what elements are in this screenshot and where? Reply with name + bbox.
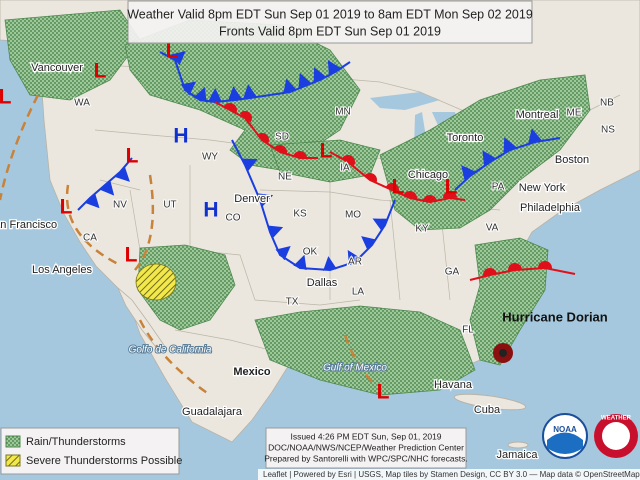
- lake: [370, 92, 440, 110]
- place-label: Los Angeles: [32, 264, 92, 276]
- baja: [117, 287, 167, 353]
- low-pressure: L: [166, 40, 179, 63]
- legend-swatch: [5, 435, 21, 448]
- place-label: Montreal: [516, 109, 559, 121]
- low-pressure: L: [126, 145, 139, 168]
- attribution-bar: [258, 469, 640, 480]
- place-label: MO: [345, 210, 361, 221]
- place-label: IA: [340, 163, 350, 174]
- warm-front: [329, 151, 466, 204]
- place-label: Mexico: [233, 366, 271, 378]
- troughs: [0, 94, 376, 397]
- place-label: Golfo de California: [129, 345, 212, 356]
- cold-front: [159, 50, 271, 104]
- nws-logo-inner: [602, 422, 630, 450]
- severe-area: [135, 263, 177, 301]
- high-pressure: H: [173, 125, 188, 148]
- noaa-logo-text: NOAA: [553, 425, 577, 434]
- hurricane-eye: [499, 349, 507, 357]
- low-pressure: L: [377, 381, 390, 404]
- issued-text: Prepared by Santorelli with WPC/SPC/NHC …: [264, 453, 468, 463]
- place-label: LA: [352, 287, 365, 298]
- place-label: Vancouver: [31, 62, 83, 74]
- legend-label: Severe Thunderstorms Possible: [26, 455, 182, 467]
- low-pressure: L: [445, 176, 458, 199]
- noaa-logo-wave: [547, 432, 583, 454]
- place-label: Cuba: [474, 404, 501, 416]
- place-label: Gulf of Mexico: [323, 363, 387, 374]
- place-label: WA: [74, 98, 90, 109]
- place-label: Philadelphia: [520, 202, 581, 214]
- jamaica-land: [507, 441, 529, 449]
- header-box: [127, 0, 533, 44]
- issued-text: Issued 4:26 PM EDT Sun, Sep 01, 2019: [290, 431, 441, 441]
- place-label: NB: [600, 98, 614, 109]
- place-label: PA: [492, 182, 505, 193]
- low-pressure: L: [0, 86, 12, 109]
- place-label: Havana: [434, 379, 473, 391]
- place-label: KS: [293, 209, 307, 220]
- legend-swatch: [5, 454, 21, 467]
- place-label: CO: [226, 213, 241, 224]
- cold-front: [231, 139, 396, 272]
- low-pressure: L: [392, 176, 405, 199]
- place-label: GA: [445, 267, 460, 278]
- place-label: MN: [335, 107, 351, 118]
- place-label: San Francisco: [0, 219, 57, 231]
- issued-box: [265, 427, 467, 469]
- cold-front: [454, 128, 561, 191]
- place-label: ME: [567, 108, 582, 119]
- place-label: Denver: [234, 193, 270, 205]
- place-label: Toronto: [447, 132, 484, 144]
- legend-label: Rain/Thunderstorms: [26, 436, 126, 448]
- place-label: Boston: [555, 154, 589, 166]
- place-label: Chicago: [408, 169, 448, 181]
- place-label: UT: [163, 200, 176, 211]
- place-label: NE: [278, 172, 292, 183]
- low-pressure: L: [94, 60, 107, 83]
- warm-front: [214, 101, 318, 160]
- place-label: New York: [519, 182, 566, 194]
- place-label: TX: [286, 297, 299, 308]
- low-pressure: L: [125, 244, 138, 267]
- place-label: CA: [83, 233, 97, 244]
- legend-box: [0, 427, 180, 475]
- place-label: NV: [113, 200, 127, 211]
- cold-front: [77, 157, 133, 211]
- place-label: Jamaica: [497, 449, 539, 461]
- storm-label: Hurricane Dorian: [502, 309, 608, 324]
- attribution[interactable]: Leaflet | Powered by Esri | USGS, Map ti…: [263, 470, 640, 479]
- place-label: WY: [202, 152, 218, 163]
- low-pressure: L: [60, 196, 73, 219]
- place-label: FL: [462, 325, 474, 336]
- low-pressure: L: [320, 140, 333, 163]
- place-label: KY: [415, 224, 429, 235]
- warm-front: [469, 261, 576, 281]
- place-label: Guadalajara: [182, 406, 243, 418]
- header-subtitle: Fronts Valid 8pm EDT Sun Sep 01 2019: [219, 24, 441, 38]
- cuba-land: [453, 393, 527, 411]
- nws-logo-text: WEATHER: [601, 416, 632, 422]
- place-label: NS: [601, 125, 615, 136]
- place-label: AR: [348, 257, 362, 268]
- cold-front: [269, 59, 351, 96]
- header-title: Weather Valid 8pm EDT Sun Sep 01 2019 to…: [127, 7, 533, 21]
- place-label: SD: [275, 132, 289, 143]
- place-label: Dallas: [307, 277, 338, 289]
- high-pressure: H: [203, 199, 218, 222]
- place-label: VA: [486, 223, 499, 234]
- place-label: OK: [303, 247, 318, 258]
- issued-text: DOC/NOAA/NWS/NCEP/Weather Prediction Cen…: [268, 442, 464, 452]
